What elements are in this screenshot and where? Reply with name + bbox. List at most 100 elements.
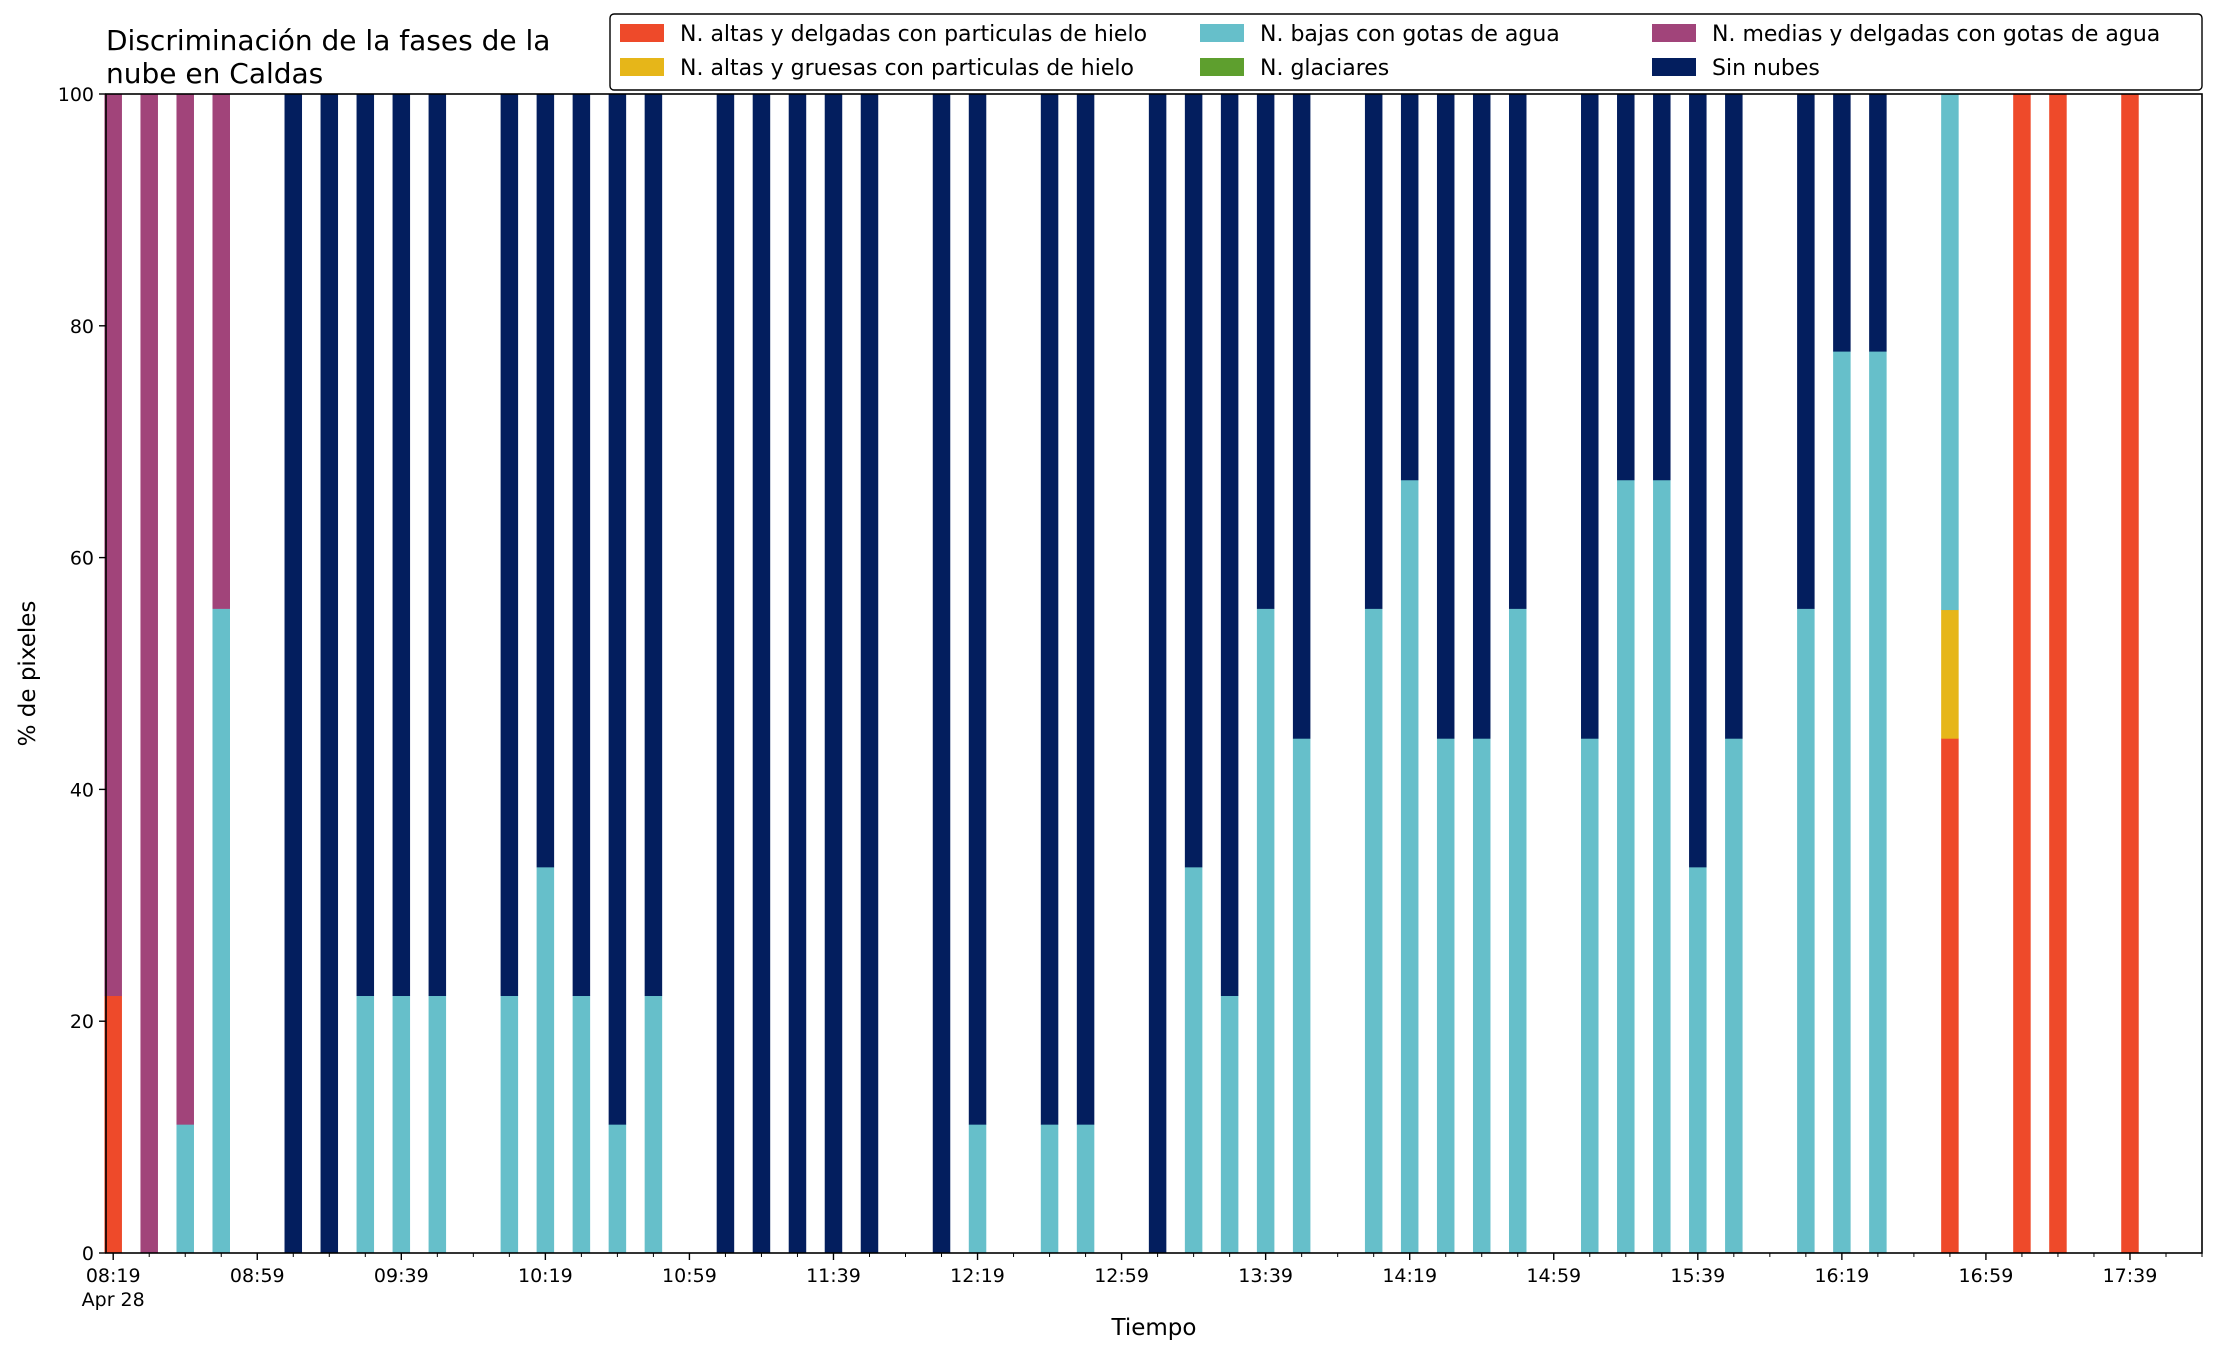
bar-segment (1184, 867, 1203, 1254)
bar-segment (1689, 94, 1707, 868)
x-tick-label: 15:39 (1670, 1265, 1725, 1287)
bar-segment (860, 94, 879, 1254)
y-tick-label: 20 (70, 1011, 94, 1033)
bar-segment (1941, 738, 1959, 1254)
bar-segment (1725, 738, 1743, 1254)
bar-segment (644, 995, 663, 1254)
x-tick-date-label: Apr 28 (82, 1289, 145, 1311)
x-tick-label: 11:39 (806, 1265, 861, 1287)
legend-label: N. altas y delgadas con particulas de hi… (680, 22, 1147, 47)
x-tick-label: 08:59 (230, 1265, 285, 1287)
bar-segment (1797, 608, 1815, 1254)
bar-segment (1689, 867, 1707, 1254)
bar-segment (536, 94, 555, 868)
bar-segment (752, 94, 771, 1254)
bar-segment (608, 94, 627, 1125)
x-axis-label: Tiempo (1111, 1315, 1197, 1341)
bar-segment (1941, 94, 1959, 611)
legend-swatch (1652, 24, 1696, 42)
bar-segment (1292, 94, 1311, 739)
legend-swatch (1200, 58, 1244, 76)
bar-segment (932, 94, 951, 1254)
bar-segment (176, 1124, 194, 1254)
bar-segment (788, 94, 807, 1254)
y-tick-label: 40 (70, 779, 94, 801)
bar-segment (2013, 94, 2031, 1254)
bar-segment (1797, 94, 1815, 609)
bar-segment (608, 1124, 627, 1254)
bar-segment (1869, 94, 1887, 352)
x-tick-label: 12:59 (1094, 1265, 1149, 1287)
chart-title-line: nube en Caldas (106, 57, 323, 90)
bar-segment (500, 995, 519, 1254)
plot-area-frame (105, 93, 2203, 1254)
legend-label: N. bajas con gotas de agua (1260, 22, 1560, 47)
bar-segment (1653, 94, 1671, 481)
bar-segment (1508, 608, 1527, 1254)
x-tick-label: 13:39 (1238, 1265, 1293, 1287)
bar-segment (1472, 94, 1491, 739)
bar-segment (1436, 738, 1455, 1254)
x-tick-label: 16:19 (1814, 1265, 1869, 1287)
bar-segment (968, 94, 987, 1125)
bar-segment (1292, 738, 1311, 1254)
bar-segment (1653, 479, 1671, 1254)
bar-segment (104, 94, 122, 997)
legend-label: N. medias y delgadas con gotas de agua (1712, 22, 2160, 47)
bar-segment (356, 94, 375, 997)
x-tick-label: 17:39 (2103, 1265, 2158, 1287)
bar-segment (1869, 351, 1887, 1254)
bar-segment (1508, 94, 1527, 609)
bar-segment (356, 995, 375, 1254)
legend: N. altas y delgadas con particulas de hi… (609, 13, 2203, 91)
y-axis-label: % de pixeles (15, 601, 41, 747)
bar-segment (212, 608, 230, 1254)
bar-segment (1472, 738, 1491, 1254)
bar-segment (500, 94, 519, 997)
bar-segment (572, 995, 591, 1254)
bar-segment (1581, 738, 1599, 1254)
bar-segment (212, 94, 230, 609)
bar-segment (644, 94, 663, 997)
legend-swatch (620, 58, 664, 76)
x-tick-label: 09:39 (374, 1265, 429, 1287)
bar-segment (1364, 608, 1383, 1254)
x-tick-label: 10:19 (518, 1265, 573, 1287)
bar-segment (320, 94, 339, 1254)
x-tick-label: 16:59 (1959, 1265, 2014, 1287)
bar-segment (1256, 94, 1275, 609)
legend-swatch (1200, 24, 1244, 42)
bar-segment (104, 995, 122, 1254)
bar-segment (1184, 94, 1203, 868)
bar-segment (140, 94, 158, 1254)
bar-segment (428, 94, 447, 997)
bar-segment (284, 94, 303, 1254)
bar-segment (1256, 608, 1275, 1254)
bar-segment (392, 94, 411, 997)
bar-segment (1617, 94, 1635, 481)
bar-segment (2121, 94, 2139, 1254)
y-tick-label: 80 (70, 316, 94, 338)
bar-segment (428, 995, 447, 1254)
legend-swatch (620, 24, 664, 42)
bar-segment (536, 867, 555, 1254)
bar-segment (2049, 94, 2067, 1254)
bar-segment (716, 94, 735, 1254)
bar-segment (572, 94, 591, 997)
y-axis: 0 20 40 60 80 100 (58, 84, 106, 1265)
bar-segment (1617, 479, 1635, 1254)
bar-segment (968, 1124, 987, 1254)
bar-segment (1400, 94, 1419, 481)
legend-label: N. glaciares (1260, 56, 1389, 81)
bar-segment (1725, 94, 1743, 739)
legend-swatch (1652, 58, 1696, 76)
bar-segment (824, 94, 843, 1254)
bar-segment (1364, 94, 1383, 609)
bar-segment (1076, 94, 1095, 1125)
x-tick-label: 10:59 (662, 1265, 717, 1287)
x-tick-label: 14:19 (1382, 1265, 1437, 1287)
bar-segment (1833, 94, 1851, 352)
